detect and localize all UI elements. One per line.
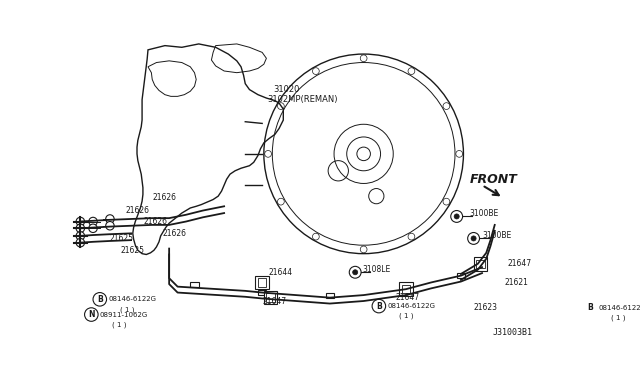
Text: 21647: 21647 <box>262 296 286 305</box>
Text: 3102MP(REMAN): 3102MP(REMAN) <box>268 95 338 104</box>
Circle shape <box>353 270 358 275</box>
Text: 21644: 21644 <box>269 268 293 277</box>
Text: 21626: 21626 <box>144 217 168 226</box>
Bar <box>474 257 487 270</box>
Bar <box>264 291 277 304</box>
Bar <box>326 292 334 298</box>
Text: 21623: 21623 <box>474 303 497 312</box>
Circle shape <box>468 232 479 244</box>
Text: 3108LE: 3108LE <box>362 265 390 274</box>
Circle shape <box>454 214 460 219</box>
Text: 31020: 31020 <box>273 85 300 94</box>
Bar <box>255 276 269 289</box>
Circle shape <box>93 292 106 306</box>
Circle shape <box>349 266 361 278</box>
Circle shape <box>451 211 463 222</box>
Text: B: B <box>376 302 381 311</box>
Text: 21626: 21626 <box>125 206 149 215</box>
Bar <box>258 278 266 287</box>
Bar <box>402 285 410 294</box>
Circle shape <box>584 301 597 315</box>
Circle shape <box>372 299 386 313</box>
Circle shape <box>106 221 114 230</box>
Text: 21625: 21625 <box>110 234 134 243</box>
Text: B: B <box>588 303 593 312</box>
Bar <box>258 290 266 295</box>
Text: B: B <box>97 295 102 304</box>
Text: 3100BE: 3100BE <box>469 209 499 218</box>
Text: 21621: 21621 <box>504 278 528 287</box>
Circle shape <box>84 308 98 321</box>
Text: FRONT: FRONT <box>469 173 517 186</box>
Bar <box>266 294 275 302</box>
Circle shape <box>76 232 84 240</box>
Text: 08146-6122G: 08146-6122G <box>599 305 640 311</box>
Text: 21647: 21647 <box>508 259 532 268</box>
Bar <box>399 282 413 296</box>
Text: 21626: 21626 <box>152 193 176 202</box>
Text: 21647: 21647 <box>396 293 420 302</box>
Bar <box>402 288 410 294</box>
Bar <box>457 273 465 278</box>
Circle shape <box>89 224 97 232</box>
Circle shape <box>106 215 114 223</box>
Circle shape <box>76 238 84 247</box>
Text: ( 1 ): ( 1 ) <box>111 321 126 328</box>
Text: 3100BE: 3100BE <box>482 231 511 240</box>
Circle shape <box>76 224 84 232</box>
Bar <box>190 282 199 287</box>
Text: ( 1 ): ( 1 ) <box>399 313 413 320</box>
Text: 08146-6122G: 08146-6122G <box>108 296 156 302</box>
Text: 21626: 21626 <box>163 229 186 238</box>
Bar <box>476 260 484 268</box>
Text: J31003B1: J31003B1 <box>493 328 532 337</box>
Text: 21625: 21625 <box>121 246 145 255</box>
Text: N: N <box>88 310 95 319</box>
Circle shape <box>471 236 476 241</box>
Circle shape <box>76 217 84 226</box>
Text: 08911-1062G: 08911-1062G <box>100 311 148 318</box>
Circle shape <box>89 217 97 226</box>
Text: ( 1 ): ( 1 ) <box>611 315 625 321</box>
Text: 08146-6122G: 08146-6122G <box>387 303 435 309</box>
Text: ( 1 ): ( 1 ) <box>120 306 134 313</box>
